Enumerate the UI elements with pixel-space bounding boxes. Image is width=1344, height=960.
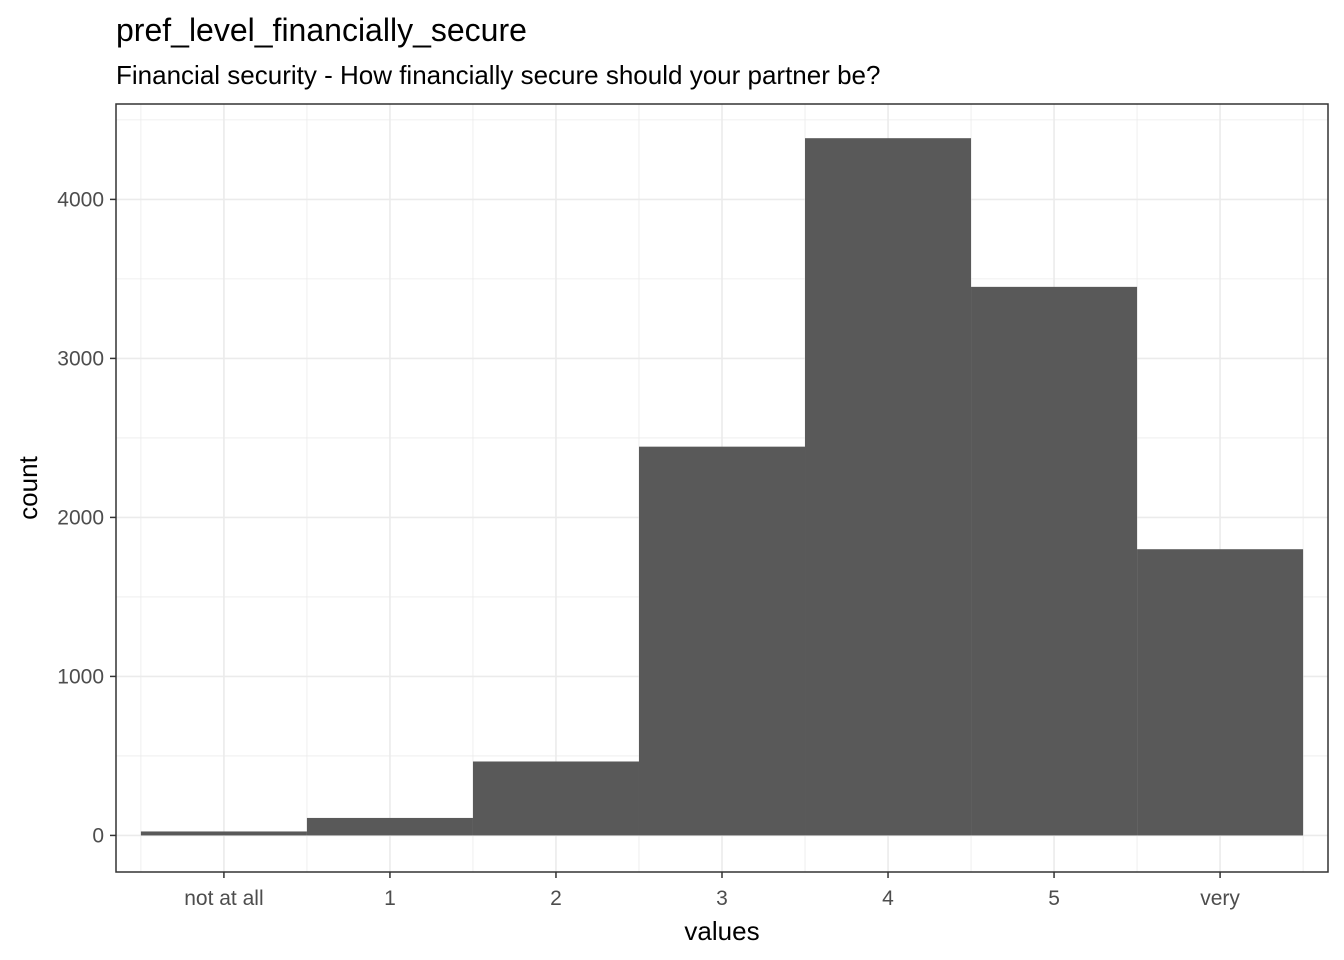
x-axis-title: values — [684, 916, 759, 946]
bar-very — [1137, 549, 1304, 836]
x-tick-label: 3 — [716, 887, 728, 910]
y-tick-label: 3000 — [57, 347, 104, 370]
x-tick-label: 1 — [384, 887, 396, 910]
bar-not-at-all — [140, 831, 307, 836]
x-tick-label: 4 — [882, 887, 894, 910]
bar-2 — [472, 761, 639, 836]
chart-subtitle: Financial security - How financially sec… — [116, 60, 881, 90]
x-tick-label: very — [1200, 887, 1240, 910]
bars — [140, 138, 1304, 836]
y-tick-label: 1000 — [57, 665, 104, 688]
bar-4 — [805, 138, 972, 836]
x-tick-label: 5 — [1048, 887, 1060, 910]
bar-3 — [638, 446, 806, 836]
y-tick-label: 4000 — [57, 188, 104, 211]
x-tick-label: not at all — [184, 887, 263, 910]
y-tick-label: 2000 — [57, 506, 104, 529]
chart-title: pref_level_financially_secure — [116, 12, 527, 48]
bar-5 — [971, 286, 1138, 836]
bar-1 — [306, 817, 473, 836]
y-axis-title: count — [13, 455, 43, 519]
axis-ticks: 0 1000 2000 3000 4000 not at all 1 2 3 4 5 very — [57, 188, 1240, 910]
x-tick-label: 2 — [550, 887, 562, 910]
y-tick-label: 0 — [92, 824, 104, 847]
